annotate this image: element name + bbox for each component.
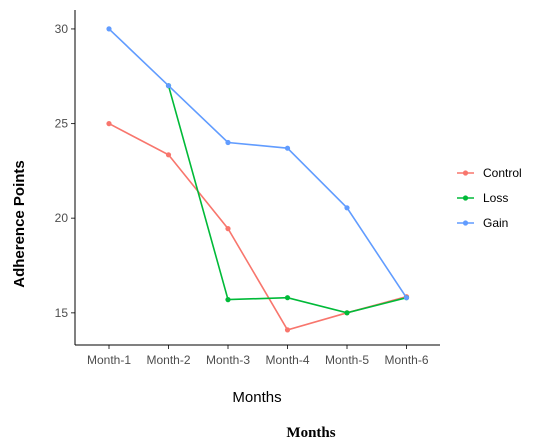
x-tick-label: Month-1	[87, 353, 131, 367]
data-point-control	[284, 327, 291, 333]
legend: Control Loss Gain	[457, 166, 522, 230]
y-axis-title: Adherence Points	[11, 160, 28, 288]
x-tick-label: Month-4	[265, 353, 309, 367]
legend-item-loss: Loss	[457, 191, 508, 205]
legend-item-gain: Gain	[457, 216, 508, 230]
data-point-gain	[225, 139, 231, 146]
series-line-gain	[108, 28, 408, 299]
x-tick-label: Month-6	[384, 353, 428, 367]
data-point-control	[225, 226, 231, 232]
data-point-loss	[344, 310, 350, 316]
legend-key-point	[462, 170, 469, 176]
legend-label: Control	[483, 166, 522, 180]
y-axis-ticks: 15 20 25 30	[55, 22, 75, 320]
data-point-control	[106, 121, 112, 127]
data-point-loss	[225, 297, 231, 303]
legend-label: Gain	[483, 216, 508, 230]
legend-key-point	[462, 195, 469, 201]
y-tick-label: 20	[55, 211, 69, 225]
series-layer	[106, 26, 410, 333]
x-tick-label: Month-3	[206, 353, 250, 367]
x-axis-title: Months	[232, 389, 281, 406]
data-point-loss	[284, 295, 291, 301]
x-tick-label: Month-2	[146, 353, 190, 367]
legend-label: Loss	[483, 191, 508, 205]
x-axis-ticks: Month-1 Month-2 Month-3 Month-4 Month-5 Month…	[87, 345, 429, 367]
y-tick-label: 15	[55, 306, 69, 320]
y-tick-label: 25	[55, 117, 69, 131]
x-tick-label: Month-5	[325, 353, 369, 367]
data-point-gain	[284, 145, 291, 151]
data-point-gain	[165, 83, 172, 89]
legend-key-point	[462, 220, 469, 226]
data-point-gain	[106, 26, 112, 32]
data-point-gain	[403, 295, 410, 301]
data-point-control	[165, 152, 172, 158]
legend-item-control: Control	[457, 166, 522, 180]
y-tick-label: 30	[55, 22, 69, 36]
figure-caption: Months	[286, 425, 335, 441]
data-point-gain	[344, 205, 350, 211]
